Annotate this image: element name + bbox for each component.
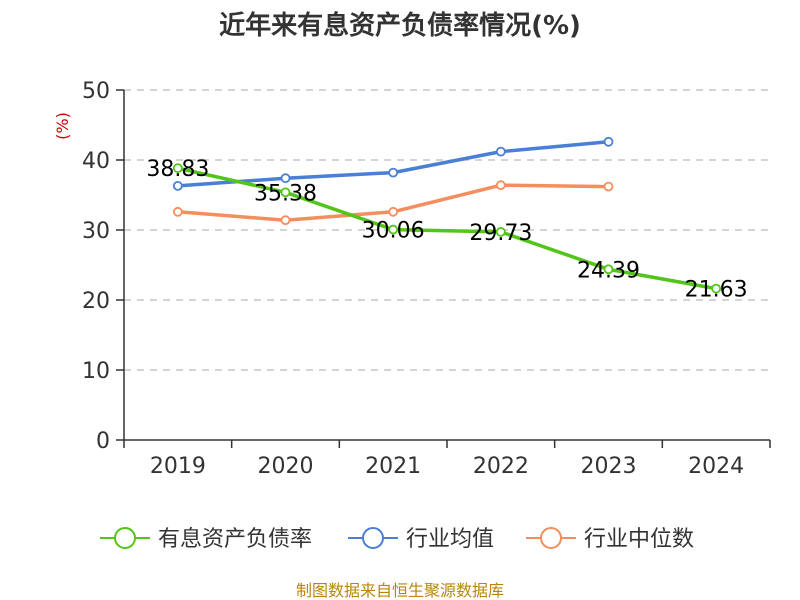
data-point xyxy=(495,226,506,237)
legend-marker xyxy=(114,527,136,549)
data-point xyxy=(388,167,399,178)
y-tick-label: 40 xyxy=(82,149,110,174)
x-tick-label: 2020 xyxy=(258,454,314,479)
data-label: 35.38 xyxy=(254,181,317,206)
data-label: 30.06 xyxy=(362,219,425,244)
data-point xyxy=(172,206,183,217)
y-tick-label: 0 xyxy=(96,429,110,454)
data-point xyxy=(603,264,614,275)
data-point xyxy=(495,180,506,191)
data-point xyxy=(388,206,399,217)
data-point xyxy=(172,180,183,191)
data-label: 29.73 xyxy=(469,221,532,246)
data-point xyxy=(280,215,291,226)
data-label: 38.83 xyxy=(146,157,209,182)
legend-marker xyxy=(362,527,384,549)
data-point xyxy=(280,187,291,198)
legend-label: 行业均值 xyxy=(406,527,494,552)
data-point xyxy=(280,173,291,184)
data-point xyxy=(495,146,506,157)
data-point xyxy=(172,163,183,174)
data-label: 24.39 xyxy=(577,258,640,283)
series-lines xyxy=(172,136,722,294)
data-labels: 38.83 35.38 30.06 29.73 24.39 21.63 xyxy=(146,157,747,302)
y-tick-label: 10 xyxy=(82,359,110,384)
y-tick-label: 50 xyxy=(82,79,110,104)
data-point xyxy=(603,136,614,147)
grid-lines xyxy=(124,89,770,371)
x-tick-label: 2022 xyxy=(473,454,529,479)
data-label: 21.63 xyxy=(685,278,748,303)
x-tick-label: 2021 xyxy=(365,454,421,479)
legend-label: 有息资产负债率 xyxy=(158,527,312,552)
data-point xyxy=(603,181,614,192)
y-axis-ticks: 0 10 20 30 40 50 xyxy=(82,79,124,454)
legend: 有息资产负债率 行业均值 行业中位数 xyxy=(100,527,694,552)
source-note: 制图数据来自恒生聚源数据库 xyxy=(296,581,504,600)
y-tick-label: 20 xyxy=(82,289,110,314)
data-point xyxy=(388,224,399,235)
y-axis-unit: (%) xyxy=(53,112,72,140)
y-tick-label: 30 xyxy=(82,219,110,244)
data-point xyxy=(711,283,722,294)
x-tick-label: 2019 xyxy=(150,454,206,479)
axes xyxy=(123,90,770,441)
series-line xyxy=(176,140,611,188)
x-axis-ticks: 2019 2020 2021 2022 2023 2024 xyxy=(123,440,771,479)
legend-label: 行业中位数 xyxy=(584,527,694,552)
legend-marker xyxy=(540,527,562,549)
x-tick-label: 2023 xyxy=(581,454,637,479)
x-tick-label: 2024 xyxy=(688,454,744,479)
chart-title: 近年来有息资产负债率情况(%) xyxy=(219,10,581,41)
series-line xyxy=(176,166,718,291)
